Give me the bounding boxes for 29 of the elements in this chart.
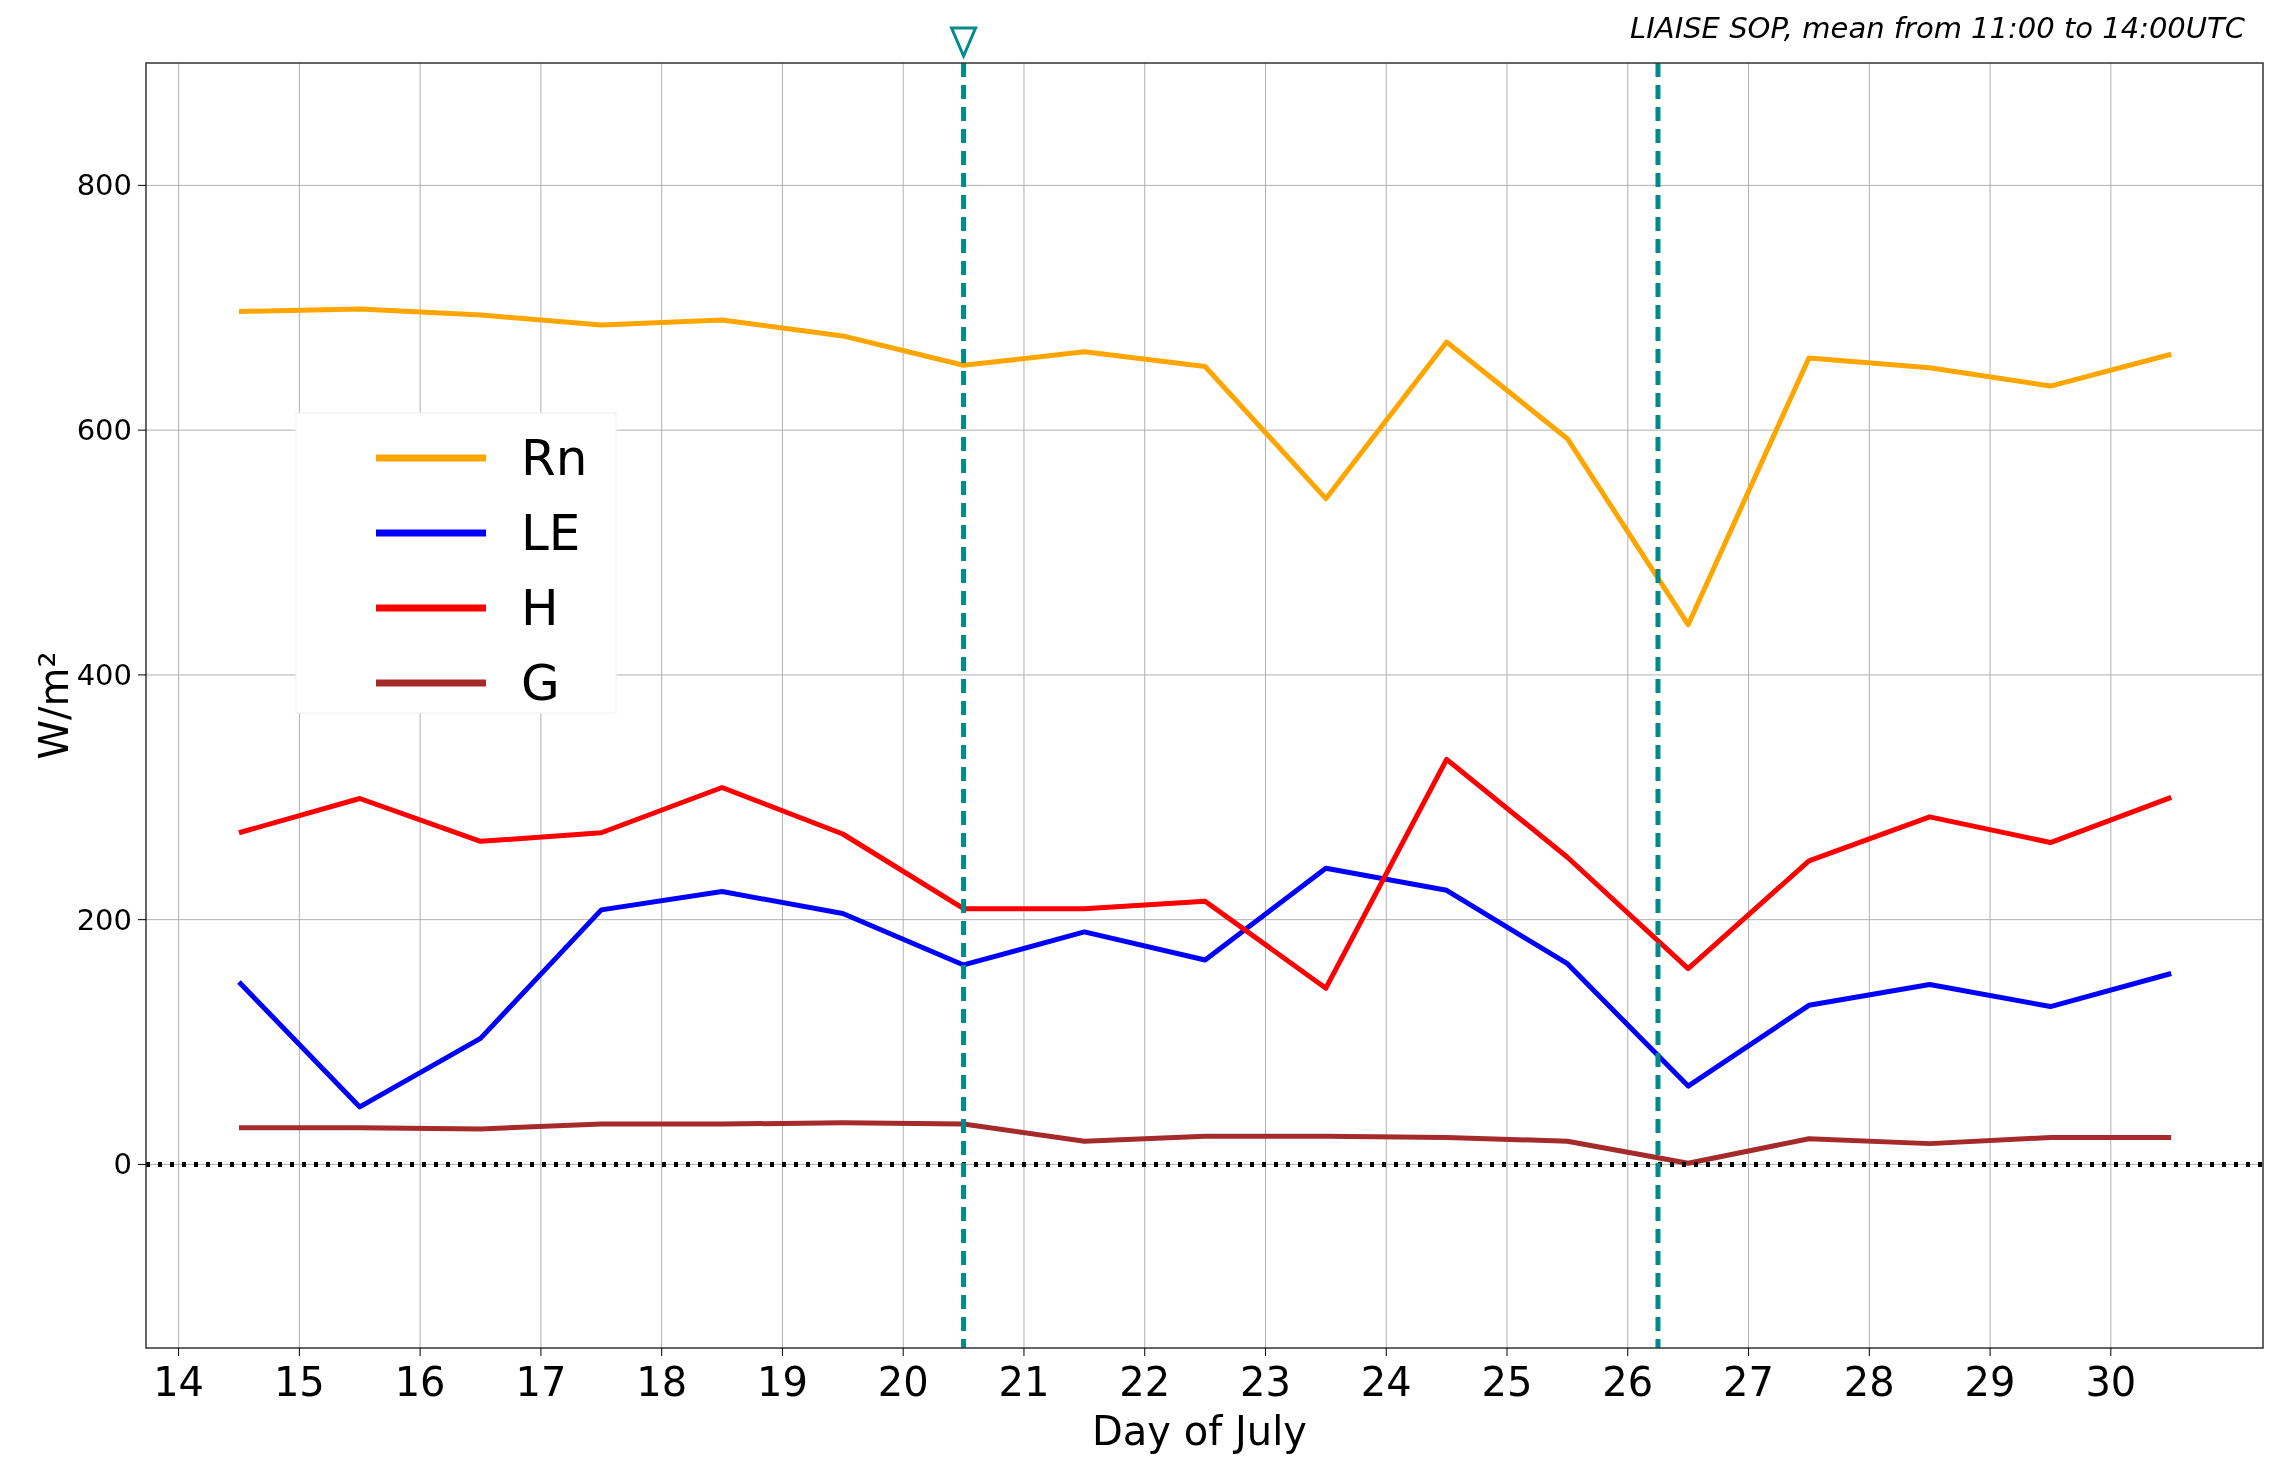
x-tick-label: 30 bbox=[2085, 1359, 2137, 1405]
x-tick-label: 19 bbox=[756, 1359, 808, 1405]
x-tick-label: 26 bbox=[1602, 1359, 1654, 1405]
x-axis-title: Day of July bbox=[1092, 1408, 1307, 1454]
y-tick-label: 400 bbox=[76, 657, 132, 692]
x-tick-label: 25 bbox=[1481, 1359, 1533, 1405]
y-tick-label: 600 bbox=[76, 413, 132, 448]
x-tick-label: 15 bbox=[273, 1359, 325, 1405]
legend-label: Rn bbox=[521, 429, 588, 487]
x-tick-label: 18 bbox=[636, 1359, 688, 1405]
y-tick-label: 200 bbox=[76, 902, 132, 937]
x-tick-label: 24 bbox=[1360, 1359, 1412, 1405]
y-tick-label: 800 bbox=[76, 168, 132, 203]
legend-label: LE bbox=[521, 504, 581, 562]
y-axis-title: W/m² bbox=[31, 651, 77, 760]
x-tick-label: 17 bbox=[515, 1359, 567, 1405]
chart-subtitle: LIAISE SOP, mean from 11:00 to 14:00UTC bbox=[1630, 11, 2246, 45]
x-tick-label: 22 bbox=[1119, 1359, 1171, 1405]
x-tick-label: 23 bbox=[1240, 1359, 1291, 1405]
legend-label: H bbox=[521, 579, 559, 637]
legend-label: G bbox=[521, 654, 560, 712]
x-tick-label: 27 bbox=[1723, 1359, 1774, 1405]
x-tick-label: 20 bbox=[877, 1359, 929, 1405]
x-tick-label: 16 bbox=[394, 1359, 446, 1405]
y-tick-label: 0 bbox=[113, 1147, 132, 1182]
x-tick-label: 21 bbox=[998, 1359, 1050, 1405]
x-tick-label: 28 bbox=[1843, 1359, 1895, 1405]
x-tick-label: 14 bbox=[153, 1359, 205, 1405]
x-tick-label: 29 bbox=[1964, 1359, 2016, 1405]
